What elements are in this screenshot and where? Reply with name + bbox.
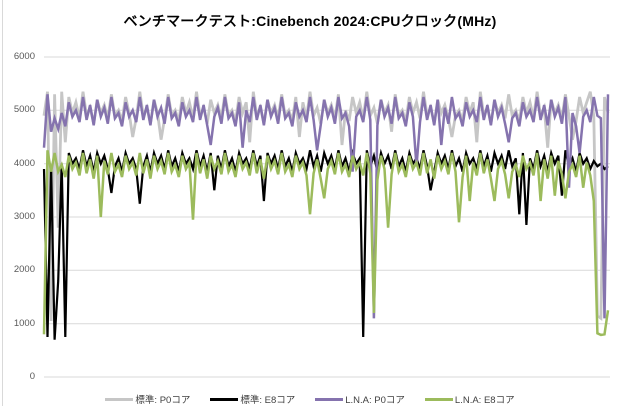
y-tick-3000: 3000 bbox=[13, 211, 35, 222]
series-line-std-p0[interactable] bbox=[42, 91, 610, 322]
legend-item-lna-e8[interactable]: L.N.A: E8コア bbox=[424, 392, 515, 406]
legend-label-std-p0: 標準: P0コア bbox=[135, 395, 191, 406]
chart-legend: 標準: P0コア 標準: E8コア L.N.A: P0コア L.N.A: E8コア bbox=[0, 392, 620, 406]
legend-item-std-p0[interactable]: 標準: P0コア bbox=[105, 392, 190, 406]
series-line-std-e8[interactable] bbox=[42, 148, 609, 340]
legend-swatch-lna-p0 bbox=[315, 397, 344, 401]
legend-item-lna-p0[interactable]: L.N.A: P0コア bbox=[315, 392, 405, 406]
y-tick-2000: 2000 bbox=[13, 264, 35, 276]
legend-swatch-lna-e8 bbox=[424, 397, 453, 401]
screenshot-left-edge-line bbox=[2, 0, 3, 406]
legend-label-lna-p0: L.N.A: P0コア bbox=[345, 395, 405, 406]
legend-label-std-e8: 標準: E8コア bbox=[240, 395, 296, 406]
legend-label-lna-e8: L.N.A: E8コア bbox=[454, 395, 515, 406]
y-tick-1000: 1000 bbox=[13, 317, 35, 329]
y-tick-0: 0 bbox=[29, 371, 35, 382]
series-line-lna-e8[interactable] bbox=[42, 150, 610, 337]
y-tick-4000: 4000 bbox=[13, 157, 35, 169]
legend-item-std-e8[interactable]: 標準: E8コア bbox=[210, 392, 295, 406]
legend-swatch-std-p0 bbox=[105, 397, 134, 401]
legend-swatch-std-e8 bbox=[210, 397, 239, 401]
y-tick-6000: 6000 bbox=[13, 51, 35, 62]
y-tick-5000: 5000 bbox=[13, 104, 35, 116]
series-line-lna-p0[interactable] bbox=[42, 94, 610, 319]
chart-title: ベンチマークテスト:Cinebench 2024:CPUクロック(MHz) bbox=[123, 13, 497, 29]
